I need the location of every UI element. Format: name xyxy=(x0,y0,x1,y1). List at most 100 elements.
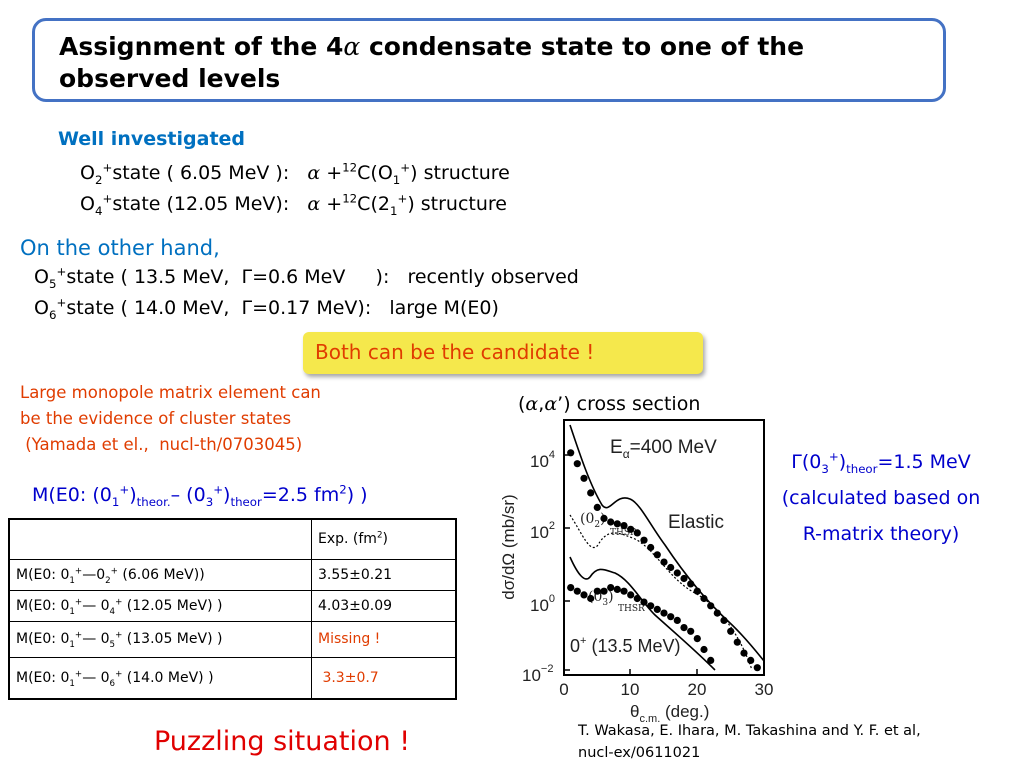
elastic-data-point xyxy=(673,569,681,577)
elastic-data-point xyxy=(620,522,628,530)
inelastic-data-point xyxy=(693,635,701,643)
monopole-line: Large monopole matrix element can xyxy=(20,383,321,402)
inelastic-data-point xyxy=(660,609,668,617)
monopole-line: (Yamada et el., nucl-th/0703045) xyxy=(20,435,303,454)
me0-theory: M(E0: (01+)theor.– (03+)theor=2.5 fm2) ) xyxy=(32,482,368,509)
elastic-data-point xyxy=(633,529,641,537)
plot-frame xyxy=(563,419,765,676)
elastic-data-point xyxy=(600,514,608,522)
width-line: (calculated based on xyxy=(781,487,981,509)
inelastic-data-point xyxy=(700,645,708,654)
elastic-data-point xyxy=(587,489,595,497)
elastic-data-point xyxy=(733,638,741,646)
x-tick-label: 10 xyxy=(621,680,640,699)
title-line2: observed levels xyxy=(59,64,281,93)
table-cell: M(E0: 01+—02+ (6.06 MeV)) xyxy=(8,558,312,591)
citation: T. Wakasa, E. Ihara, M. Takashina and Y.… xyxy=(578,720,921,764)
inelastic-data-point xyxy=(667,613,675,621)
inelastic-data-point xyxy=(647,602,655,610)
inelastic-data-point xyxy=(673,616,681,624)
width-line: Γ(03+)theor=1.5 MeV xyxy=(791,449,971,476)
svg-text:THSR: THSR xyxy=(610,528,637,538)
elastic-data-point xyxy=(573,460,581,468)
x-axis-ticks: 0 10 20 30 xyxy=(559,669,773,699)
title-alpha: α xyxy=(343,32,361,61)
elastic-data-point xyxy=(740,649,748,657)
table-cell xyxy=(8,518,312,560)
monopole-line: be the evidence of cluster states xyxy=(20,409,292,428)
elastic-data-point xyxy=(667,563,675,572)
inelastic-data-point xyxy=(687,627,695,635)
elastic-data-point xyxy=(700,594,708,603)
inelastic-data-point xyxy=(567,584,575,592)
y-tick-label: 102 xyxy=(530,520,555,542)
table-cell: 3.3±0.7 xyxy=(311,656,457,700)
y-axis-ticks: 104 102 100 10−2 xyxy=(522,449,570,685)
elastic-label: Elastic xyxy=(668,512,724,533)
inelastic-data-point xyxy=(593,587,601,595)
inelastic-data-point xyxy=(587,594,595,603)
inelastic-data-point xyxy=(653,605,661,613)
x-tick-label: 20 xyxy=(688,680,707,699)
table-row: M(E0: 01+—02+ (6.06 MeV)) 3.55±0.21 xyxy=(8,558,457,591)
elastic-data-point xyxy=(567,449,575,457)
elastic-data-point xyxy=(613,520,621,528)
elastic-data-point xyxy=(707,602,715,610)
other-heading: On the other hand, xyxy=(20,236,220,260)
thsr-label-2: (03) THSR xyxy=(588,589,645,614)
state-label: 0+ (13.5 MeV) xyxy=(570,635,681,656)
width-line: R-matrix theory) xyxy=(802,523,960,545)
elastic-data-point xyxy=(727,627,735,635)
y-tick-label: 10−2 xyxy=(522,663,553,685)
table-cell: 3.55±0.21 xyxy=(311,558,457,591)
inelastic-data-point xyxy=(613,585,621,593)
title-part: Assignment of the 4 xyxy=(59,32,344,61)
title-box: Assignment of the 4α condensate state to… xyxy=(32,18,946,102)
candidate-callout: Both can be the candidate ! xyxy=(303,332,703,374)
inelastic-data-point xyxy=(573,587,581,595)
elastic-data-point xyxy=(607,518,615,526)
cross-section-plot: 104 102 100 10−2 0 10 20 30 dσ/dΩ (mb/sr… xyxy=(499,419,773,725)
inelastic-data-point xyxy=(607,584,615,592)
well-row-2: O4+state (12.05 MeV): α +12C(21+) struct… xyxy=(80,191,507,218)
table-row: M(E0: 01+— 05+ (13.05 MeV) ) Missing ! xyxy=(8,620,457,658)
elastic-data-point xyxy=(653,551,661,559)
inelastic-data-point xyxy=(707,656,715,664)
inelastic-data-points xyxy=(567,584,715,664)
slide-title: Assignment of the 4α condensate state to… xyxy=(59,31,929,95)
elastic-data-point xyxy=(753,664,761,672)
width-note: Γ(03+)theor=1.5 MeV (calculated based on… xyxy=(768,444,994,552)
energy-label: Eα=400 MeV xyxy=(610,437,717,461)
inelastic-data-point xyxy=(627,591,635,599)
inelastic-theory-curve xyxy=(569,556,716,671)
table-cell: M(E0: 01+— 05+ (13.05 MeV) ) xyxy=(8,620,312,658)
well-heading: Well investigated xyxy=(58,128,246,150)
y-tick-label: 100 xyxy=(530,593,555,615)
elastic-data-point xyxy=(640,536,648,544)
inelastic-data-point xyxy=(640,598,648,606)
elastic-data-point xyxy=(687,580,695,588)
elastic-data-point xyxy=(680,574,688,583)
svg-text:(03): (03) xyxy=(588,589,614,608)
inelastic-data-point xyxy=(633,594,641,603)
well-row-1: O2+state ( 6.05 MeV ): α +12C(O1+) struc… xyxy=(80,160,510,187)
elastic-data-point xyxy=(660,558,668,566)
citation-line: T. Wakasa, E. Ihara, M. Takashina and Y.… xyxy=(578,723,921,739)
elastic-data-point xyxy=(713,609,721,617)
candidate-text: Both can be the candidate ! xyxy=(315,340,595,364)
table-row: M(E0: 01+— 06+ (14.0 MeV) ) 3.3±0.7 xyxy=(8,656,457,700)
elastic-data-point xyxy=(720,616,728,624)
svg-text:THSR: THSR xyxy=(618,604,645,614)
inelastic-data-point xyxy=(680,624,688,632)
table-cell: 4.03±0.09 xyxy=(311,589,457,622)
inelastic-data-point xyxy=(620,587,628,595)
y-axis-label: dσ/dΩ (mb/sr) xyxy=(499,494,518,599)
me0-table: Exp. (fm2) M(E0: 01+—02+ (6.06 MeV)) 3.5… xyxy=(8,518,457,700)
citation-line: nucl-ex/0611021 xyxy=(578,745,701,761)
dotted-theory-curve xyxy=(569,514,753,671)
x-tick-label: 0 xyxy=(559,680,568,699)
elastic-data-point xyxy=(693,587,701,595)
elastic-data-point xyxy=(747,656,755,664)
elastic-data-point xyxy=(593,503,601,511)
y-tick-label: 104 xyxy=(530,449,555,471)
